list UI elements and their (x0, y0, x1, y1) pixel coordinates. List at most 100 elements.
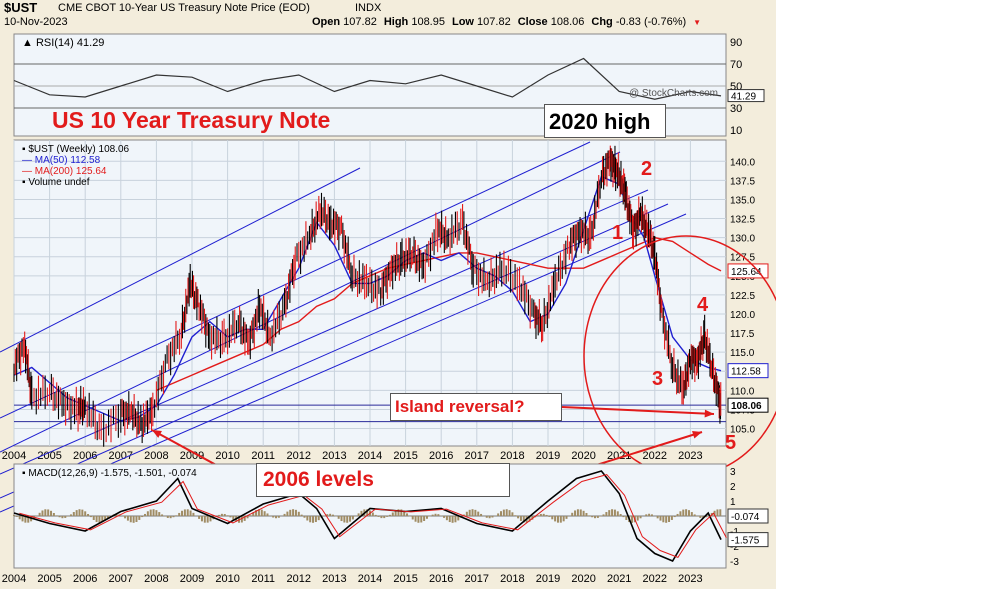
ohlc-low: Low 107.82 (451, 16, 511, 28)
price-badge-label: 112.58 (731, 367, 761, 378)
watermark: @ StockCharts.com (629, 88, 718, 99)
macd-x-tick-label: 2013 (322, 573, 346, 585)
price-tick-label: 122.5 (730, 291, 755, 302)
annotation-title: US 10 Year Treasury Note (52, 107, 331, 133)
macd-x-tick-label: 2007 (109, 573, 133, 585)
price-legend-volume: ▪ Volume undef (22, 177, 90, 188)
x-tick-label: 2009 (180, 450, 204, 462)
macd-x-tick-label: 2009 (180, 573, 204, 585)
macd-legend: ▪ MACD(12,26,9) -1.575, -1.501, -0.074 (22, 468, 197, 479)
macd-x-tick-label: 2016 (429, 573, 453, 585)
price-tick-label: 137.5 (730, 176, 755, 187)
price-legend-ma200: — MA(200) 125.64 (22, 166, 107, 177)
wave-label-3: 3 (652, 368, 664, 390)
x-tick-label: 2017 (465, 450, 489, 462)
rsi-line (13, 57, 722, 100)
ohlc-open: Open 107.82 (312, 16, 377, 28)
x-tick-label: 2016 (429, 450, 453, 462)
price-tick-label: 117.5 (730, 329, 755, 340)
macd-x-tick-label: 2005 (37, 573, 61, 585)
macd-x-tick-label: 2019 (536, 573, 560, 585)
macd-x-tick-label: 2014 (358, 573, 382, 585)
wave-label-4: 4 (697, 294, 709, 316)
island-arrow-head (704, 409, 714, 418)
down-triangle-icon: ▼ (693, 18, 702, 27)
x-tick-label: 2005 (37, 450, 61, 462)
macd-x-tick-label: 2004 (2, 573, 26, 585)
x-tick-label: 2023 (678, 450, 702, 462)
ma200-line (156, 236, 722, 392)
chart-date: 10-Nov-2023 (4, 16, 68, 28)
rsi-tick-label: 10 (730, 125, 742, 137)
rsi-tick-label: 30 (730, 103, 742, 115)
macd-tick-label: 2 (730, 482, 736, 493)
macd-x-tick-label: 2012 (287, 573, 311, 585)
price-tick-label: 130.0 (730, 234, 755, 245)
x-tick-label: 2007 (109, 450, 133, 462)
price-legend-ust: ▪ $UST (Weekly) 108.06 (22, 144, 130, 155)
levels-2006-arrow-head (152, 430, 162, 438)
macd-badge (727, 532, 769, 548)
trend-channel-line (0, 189, 649, 475)
x-tick-label: 2018 (500, 450, 524, 462)
rsi-value-badge (727, 89, 765, 103)
macd-x-tick-label: 2020 (571, 573, 595, 585)
x-tick-label: 2010 (215, 450, 239, 462)
annotation-2006-box: 2006 levels (256, 463, 510, 497)
x-tick-label: 2022 (643, 450, 667, 462)
price-tick-label: 120.0 (730, 310, 755, 321)
instrument-name: CME CBOT 10-Year US Treasury Note Price … (58, 2, 310, 14)
ohlc-close: Close 108.06 (517, 16, 585, 28)
ohlc-row: Open 107.82 High 108.95 Low 107.82 Close 10… (312, 16, 701, 28)
macd-tick-label: 3 (730, 467, 736, 478)
rsi-value-label: 41.29 (731, 92, 756, 103)
macd-x-tick-label: 2006 (73, 573, 97, 585)
price-tick-label: 110.0 (730, 386, 755, 397)
x-tick-label: 2014 (358, 450, 382, 462)
x-tick-label: 2019 (536, 450, 560, 462)
ohlc-high: High 108.95 (383, 16, 445, 28)
symbol: $UST (4, 0, 38, 15)
price-tick-label: 115.0 (730, 348, 755, 359)
annotation-island: Island reversal? (395, 397, 525, 416)
price-tick-label: 127.5 (730, 253, 755, 264)
trend-channel-line (0, 151, 621, 453)
x-tick-label: 2004 (2, 450, 26, 462)
macd-x-tick-label: 2015 (393, 573, 417, 585)
price-badge-label: 125.64 (731, 267, 762, 278)
stockcharts-chart: $UST CME CBOT 10-Year US Treasury Note P… (0, 0, 776, 589)
macd-x-tick-label: 2008 (144, 573, 168, 585)
x-tick-label: 2008 (144, 450, 168, 462)
x-tick-label: 2013 (322, 450, 346, 462)
price-tick-label: 105.0 (730, 425, 755, 436)
macd-tick-label: -2 (730, 542, 739, 553)
trend-channel-line (0, 167, 361, 353)
x-tick-label: 2012 (287, 450, 311, 462)
rsi-legend: ▲ RSI(14) 41.29 (22, 37, 104, 49)
price-badge (727, 263, 769, 279)
macd-x-tick-label: 2018 (500, 573, 524, 585)
macd-badge-label: -0.074 (731, 512, 760, 523)
macd-x-tick-label: 2011 (251, 573, 275, 585)
x-tick-label: 2015 (393, 450, 417, 462)
wave-label-5: 5 (725, 432, 737, 454)
x-tick-label: 2006 (73, 450, 97, 462)
macd-x-tick-label: 2022 (643, 573, 667, 585)
price-tick-label: 140.0 (730, 157, 755, 168)
annotation-2020-high: 2020 high (549, 109, 651, 134)
annotation-2006-levels: 2006 levels (263, 468, 374, 491)
wave-label-1: 1 (612, 222, 624, 244)
island-arrow (561, 406, 715, 415)
macd-x-tick-label: 2021 (607, 573, 631, 585)
macd-signal-line (19, 474, 727, 559)
macd-tick-label: -3 (730, 557, 739, 568)
exchange: INDX (355, 2, 382, 14)
macd-x-tick-label: 2023 (678, 573, 702, 585)
x-tick-label: 2020 (571, 450, 595, 462)
wave-label-2: 2 (641, 158, 653, 180)
macd-x-tick-label: 2017 (465, 573, 489, 585)
price-badge (727, 363, 769, 379)
macd-badge-label: -1.575 (731, 536, 760, 547)
trend-channel-line (0, 203, 669, 499)
